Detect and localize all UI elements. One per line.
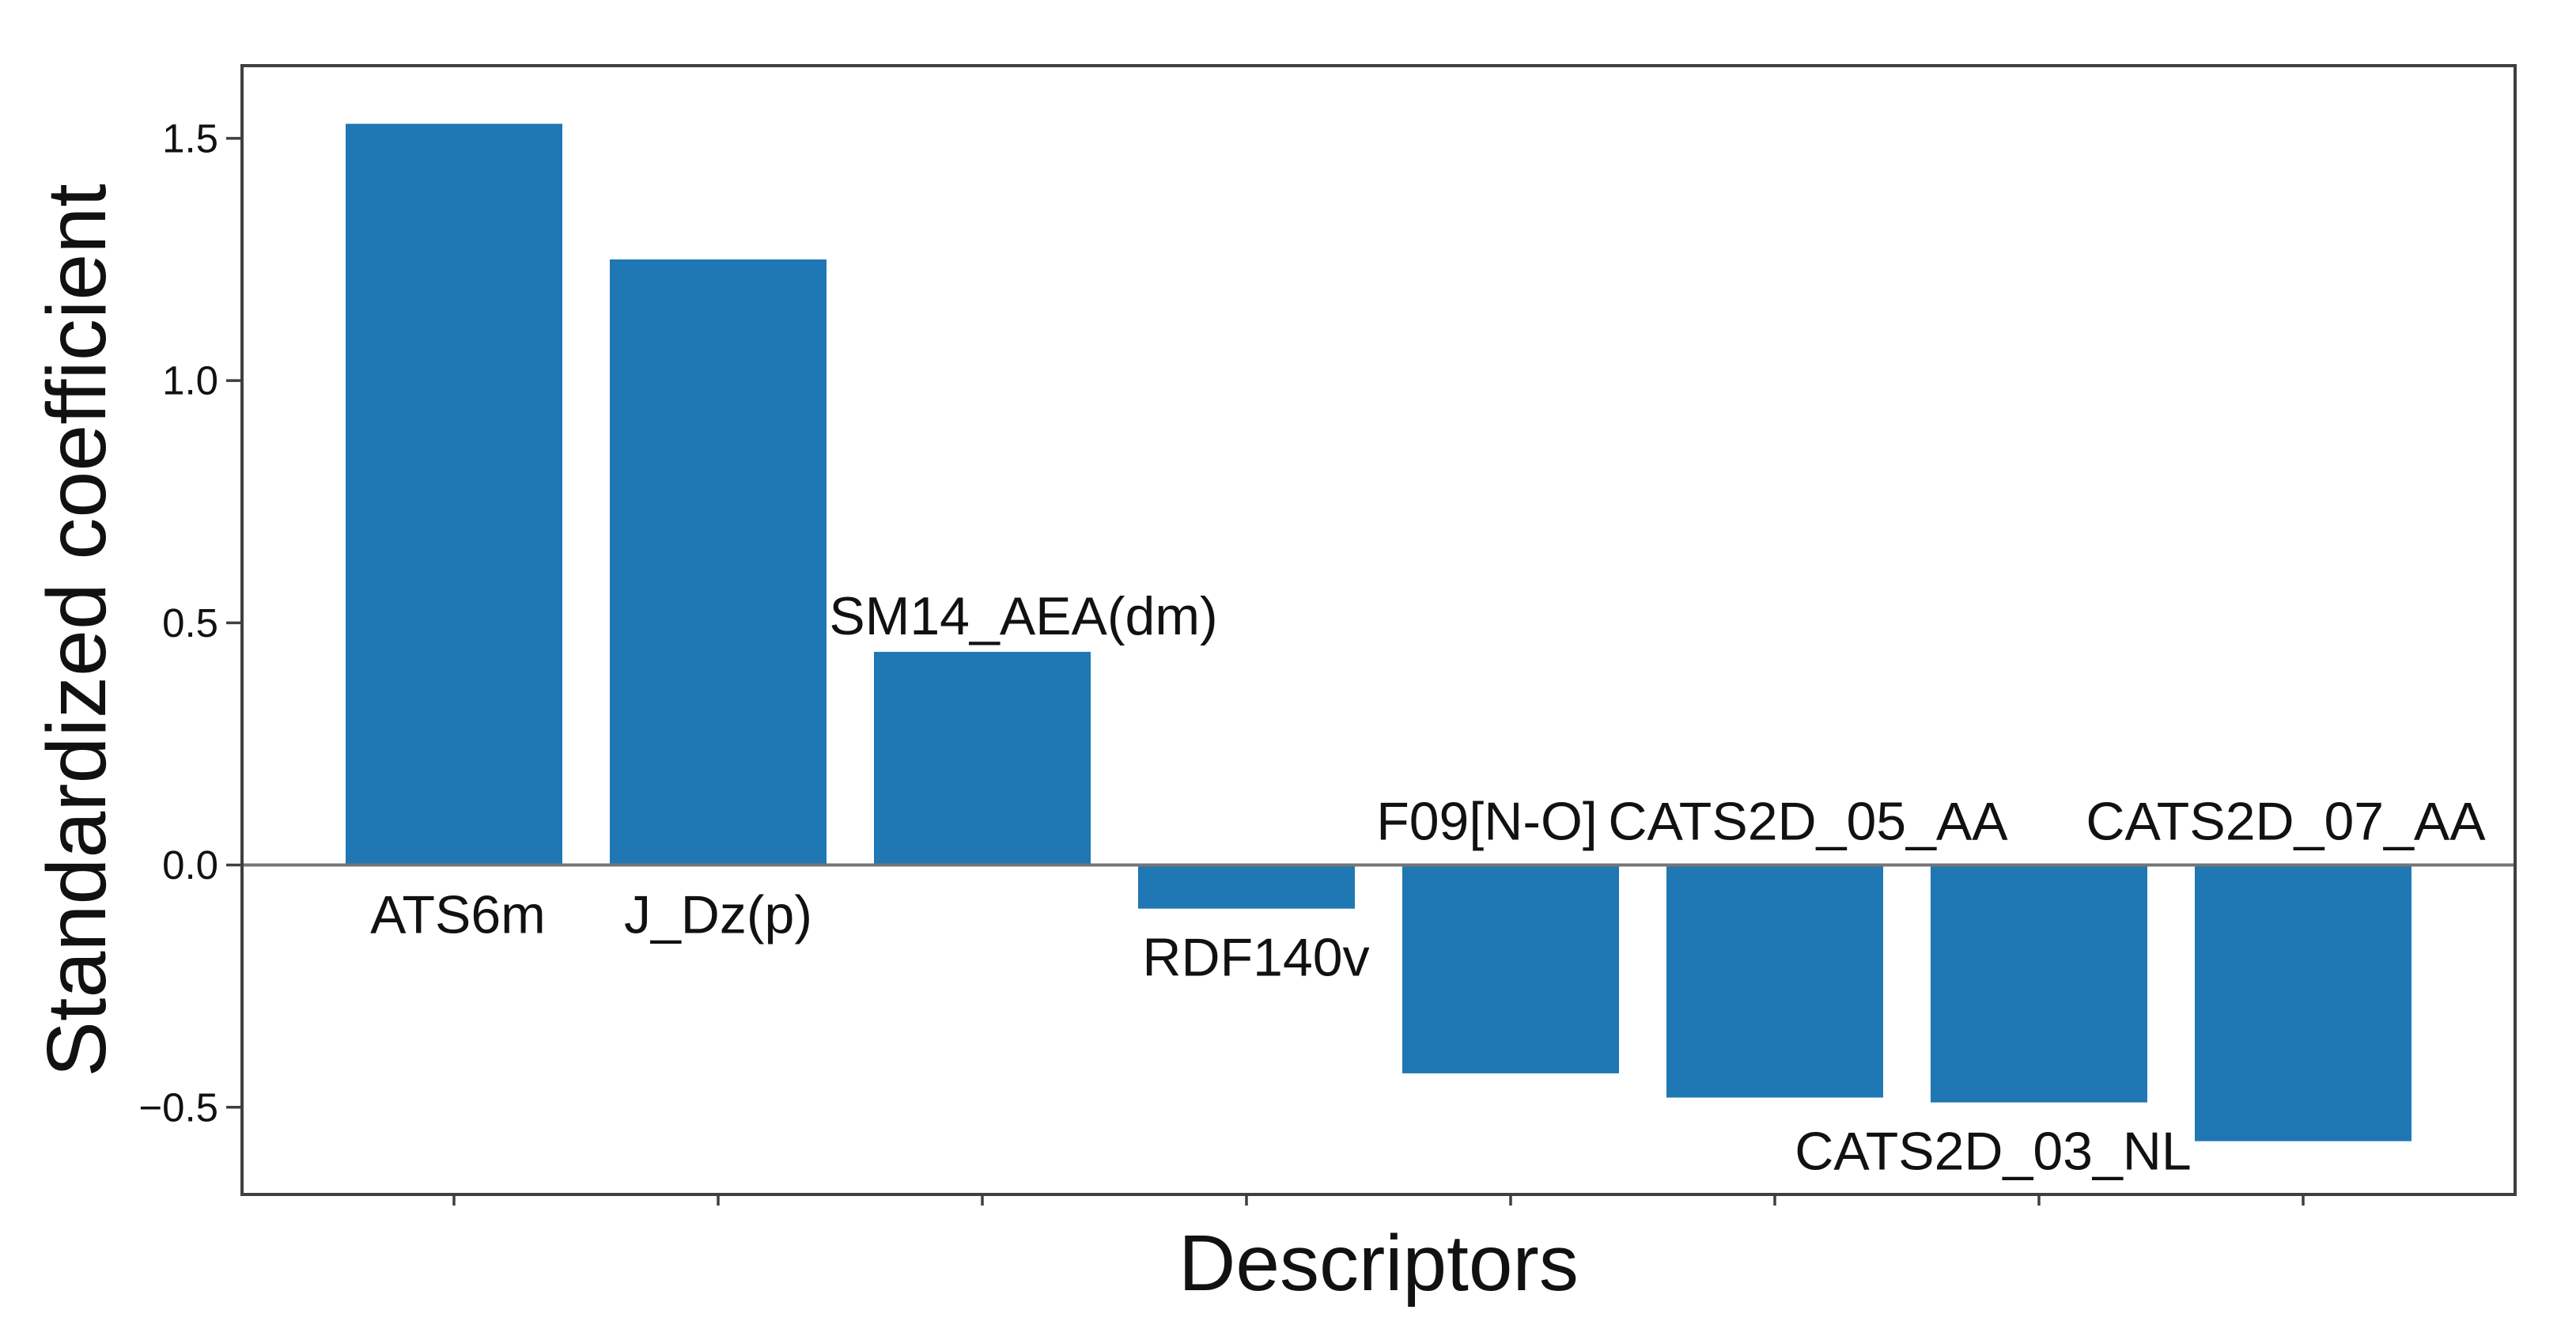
y-tick-label-1.0: 1.0 [162, 358, 218, 403]
x-axis-label: Descriptors [1178, 1219, 1579, 1308]
bar-J_Dz(p) [610, 259, 827, 865]
bar-label-RDF140v: RDF140v [1142, 928, 1369, 988]
bar-ATS6m [346, 123, 562, 865]
bar-label-CATS2D_03_NL: CATS2D_03_NL [1795, 1122, 2191, 1182]
plot-area [242, 66, 2515, 1194]
y-tick-label-−0.5: −0.5 [138, 1084, 218, 1130]
bar-RDF140v [1138, 865, 1355, 909]
bar-CATS2D_03_NL [1931, 865, 2147, 1103]
bar-CATS2D_05_AA [1666, 865, 1883, 1098]
bar-label-CATS2D_07_AA: CATS2D_07_AA [2086, 792, 2486, 852]
bar-label-ATS6m: ATS6m [370, 885, 546, 945]
plot-border [240, 64, 2517, 1196]
y-axis-label: Standardized coefficient [30, 184, 123, 1077]
y-tick-label-1.5: 1.5 [162, 115, 218, 161]
bar-label-F09[N-O]: F09[N-O] [1376, 792, 1598, 852]
bar-label-J_Dz(p): J_Dz(p) [624, 885, 812, 945]
bar-label-SM14_AEA(dm): SM14_AEA(dm) [829, 586, 1217, 646]
y-tick-label-0.5: 0.5 [162, 600, 218, 645]
bar-CATS2D_07_AA [2195, 865, 2411, 1141]
bar-SM14_AEA(dm) [874, 652, 1091, 865]
y-tick-label-0.0: 0.0 [162, 842, 218, 888]
bar-F09[N-O] [1402, 865, 1619, 1073]
bar-label-CATS2D_05_AA: CATS2D_05_AA [1608, 792, 2008, 852]
